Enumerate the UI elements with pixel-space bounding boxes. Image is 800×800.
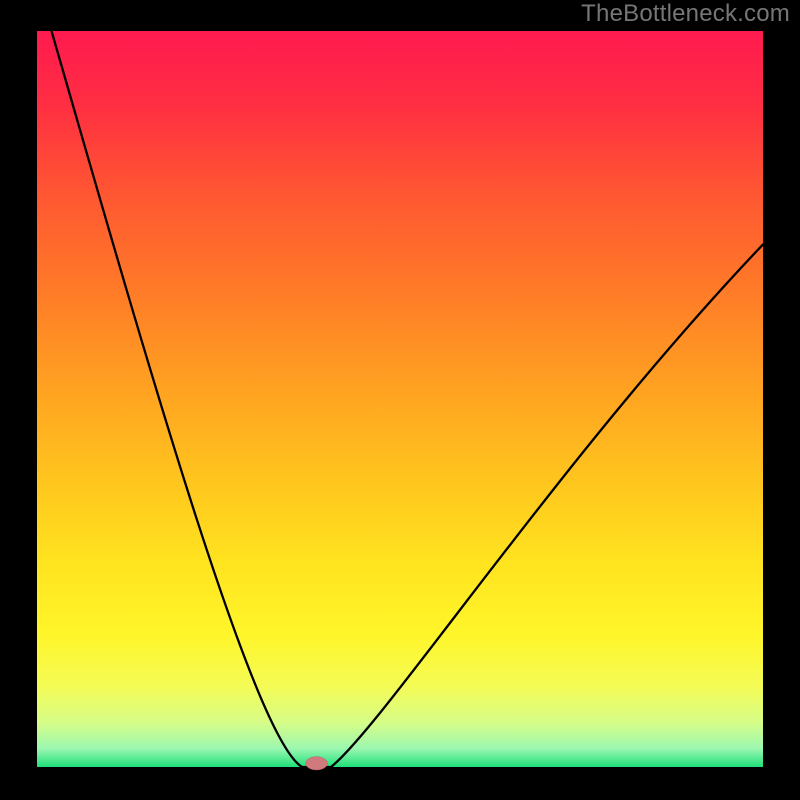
- watermark-text: TheBottleneck.com: [581, 0, 790, 28]
- chart-container: TheBottleneck.com: [0, 0, 800, 800]
- vertex-marker: [306, 757, 328, 770]
- bottleneck-curve-chart: [0, 0, 800, 800]
- plot-background-gradient: [37, 31, 763, 767]
